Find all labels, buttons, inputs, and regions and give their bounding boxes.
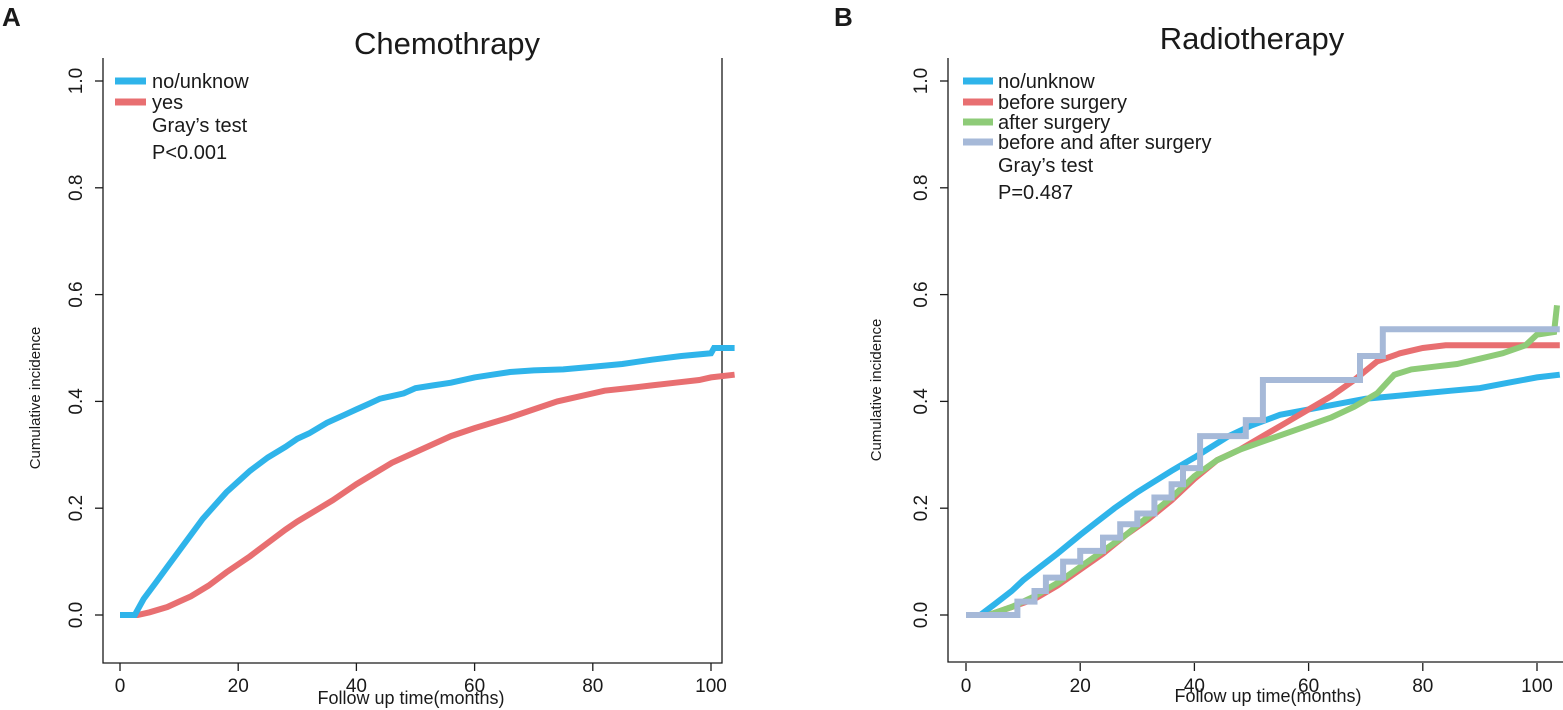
legend-p-value: P=0.487	[998, 182, 1073, 204]
plot-frame	[102, 58, 723, 664]
series-line	[966, 304, 1560, 618]
chart-title: Radiotherapy	[1160, 21, 1345, 56]
y-tick-label: 0.2	[66, 495, 87, 521]
panel-label: A	[2, 2, 21, 32]
series-line	[120, 371, 735, 618]
x-tick-label: 100	[695, 676, 727, 697]
y-tick-label: 0.4	[911, 388, 932, 415]
y-tick-label: 0.0	[66, 602, 87, 628]
x-tick-label: 20	[228, 676, 249, 697]
legend-entry: before and after surgery	[998, 132, 1211, 154]
y-tick-label: 0.6	[911, 281, 932, 307]
x-tick-label: 20	[1070, 676, 1091, 697]
series-layer	[120, 345, 735, 618]
chart-title: Chemothrapy	[354, 26, 541, 61]
x-tick-label: 60	[1298, 676, 1319, 697]
x-axis-label: Follow up time(months)	[317, 688, 504, 708]
legend-p-value: P<0.001	[152, 142, 227, 164]
x-tick-label: 100	[1521, 676, 1553, 697]
x-tick-label: 0	[115, 676, 126, 697]
x-tick-label: 80	[1412, 676, 1433, 697]
panel-label: B	[834, 2, 853, 32]
axis-ticks: 0 20 40 60 80 100 0.0 0.2 0.4 0.6 0.8 1.0	[66, 68, 727, 697]
legend-entry: before surgery	[998, 92, 1127, 114]
y-tick-label: 0.4	[66, 388, 87, 415]
x-tick-label: 40	[1184, 676, 1205, 697]
legend-entry: no/unknow	[152, 71, 249, 93]
series-layer	[966, 304, 1561, 618]
y-tick-label: 0.0	[911, 602, 932, 628]
y-axis-label: Cumulative incidence	[27, 327, 44, 470]
x-tick-label: 80	[582, 676, 603, 697]
x-tick-label: 40	[346, 676, 367, 697]
y-tick-label: 0.2	[911, 495, 932, 521]
legend-test-label: Gray’s test	[152, 115, 248, 137]
chart-panel-chemotherapy: A Chemothrapy Cumulative incidence Follo…	[2, 2, 735, 708]
legend-entry: after surgery	[998, 112, 1110, 134]
axis-ticks: 0 20 40 60 80 100 0.0 0.2 0.4 0.6 0.8 1.0	[911, 68, 1553, 697]
y-tick-label: 1.0	[911, 68, 932, 94]
series-line	[120, 345, 735, 618]
legend: no/unknow yes Gray’s test P<0.001	[115, 71, 249, 164]
chart-panel-radiotherapy: B Radiotherapy Cumulative incidence Foll…	[834, 2, 1563, 706]
x-tick-label: 0	[961, 676, 972, 697]
y-tick-label: 1.0	[66, 68, 87, 94]
y-tick-label: 0.8	[66, 175, 87, 201]
plot-frame	[947, 58, 1563, 663]
legend-test-label: Gray’s test	[998, 155, 1094, 177]
y-tick-label: 0.8	[911, 175, 932, 201]
y-tick-label: 0.6	[66, 281, 87, 307]
x-axis-label: Follow up time(months)	[1174, 686, 1361, 706]
legend-entry: yes	[152, 92, 183, 114]
x-tick-label: 60	[464, 676, 485, 697]
y-axis-label: Cumulative incidence	[868, 319, 885, 462]
legend-entry: no/unknow	[998, 71, 1095, 93]
legend: no/unknow before surgery after surgery b…	[963, 71, 1211, 204]
series-line	[966, 326, 1560, 618]
